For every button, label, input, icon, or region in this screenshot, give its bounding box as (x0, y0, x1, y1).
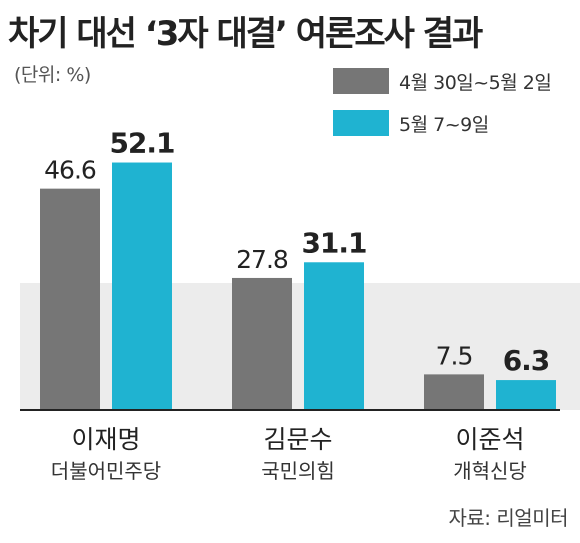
value-label-2-2: 31.1 (301, 226, 366, 259)
value-label-1-1: 46.6 (44, 156, 96, 185)
bar-2-3 (496, 380, 556, 410)
bar-2-1 (112, 162, 172, 410)
bar-2-2 (304, 262, 364, 410)
category-label-2: 김문수 (263, 425, 332, 454)
value-label-1-2: 27.8 (236, 245, 288, 274)
legend-swatch-series-1 (333, 68, 389, 94)
bar-1-1 (40, 188, 100, 410)
legend-label-series-1: 4월 30일~5월 2일 (399, 71, 552, 94)
bar-1-3 (424, 374, 484, 410)
legend-swatch-series-2 (333, 110, 389, 136)
legend-item-series-2: 5월 7~9일 (333, 108, 551, 138)
value-label-1-3: 7.5 (436, 341, 473, 370)
category-label-3: 이준석 (455, 425, 524, 454)
category-sublabel-3: 개혁신당 (453, 459, 527, 483)
bar-1-2 (232, 277, 292, 410)
legend-label-series-2: 5월 7~9일 (399, 113, 489, 136)
chart-title: 차기 대선 ‘3자 대결’ 여론조사 결과 (8, 14, 483, 54)
legend-item-series-1: 4월 30일~5월 2일 (333, 66, 552, 96)
value-label-2-1: 52.1 (109, 127, 174, 160)
category-sublabel-1: 더불어민주당 (51, 459, 161, 483)
source-note: 자료: 리얼미터 (448, 506, 569, 530)
category-label-1: 이재명 (71, 425, 140, 454)
category-sublabel-2: 국민의힘 (261, 459, 335, 483)
legend: 4월 30일~5월 2일 5월 7~9일 (333, 66, 552, 150)
value-label-2-3: 6.3 (503, 344, 550, 377)
unit-label: (단위: %) (14, 64, 91, 86)
